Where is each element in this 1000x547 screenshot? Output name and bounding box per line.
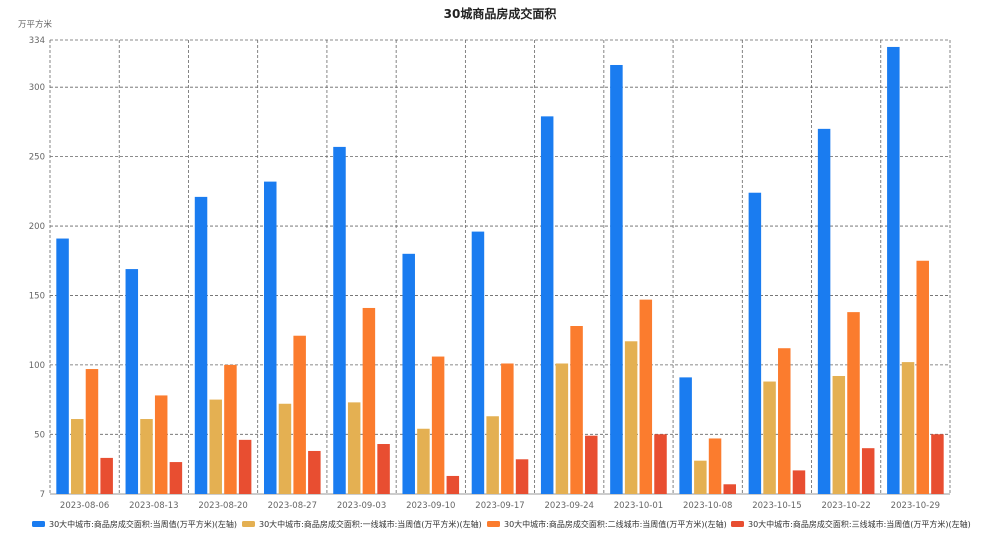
bar [431, 356, 445, 494]
x-tick-label: 2023-10-15 [752, 501, 801, 511]
bars [56, 46, 944, 495]
y-tick-label: 300 [29, 83, 45, 93]
x-tick-label: 2023-09-10 [406, 501, 455, 511]
bar [916, 260, 929, 494]
bar [778, 348, 791, 494]
y-tick-label: 100 [29, 361, 45, 371]
legend-swatch [731, 521, 744, 527]
bar [763, 381, 776, 494]
x-tick-label: 2023-10-01 [614, 501, 663, 511]
bar [931, 434, 944, 494]
bar [293, 335, 306, 494]
x-tick-label: 2023-08-27 [268, 501, 317, 511]
bar [694, 460, 707, 494]
x-tick-label: 2023-09-17 [475, 501, 524, 511]
y-tick-label: 7 [40, 490, 45, 500]
bar [194, 196, 208, 495]
bar [515, 459, 529, 494]
bar [570, 326, 583, 494]
bar [347, 402, 361, 494]
legend-label: 30大中城市:商品房成交面积:一线城市:当周值(万平方米)(左轴) [259, 519, 482, 529]
bar [610, 64, 623, 495]
y-axis-unit: 万平方米 [18, 19, 53, 30]
bar [56, 238, 69, 494]
bar [85, 369, 99, 494]
bar [264, 181, 277, 494]
y-tick-label: 50 [34, 430, 45, 440]
y-tick-label: 150 [29, 291, 45, 301]
bar [501, 363, 514, 494]
legend-swatch [242, 521, 255, 527]
bar [169, 462, 183, 494]
bar [125, 269, 139, 494]
bar [654, 434, 667, 494]
y-tick-label: 200 [29, 222, 45, 232]
bar [679, 377, 692, 494]
legend-label: 30大中城市:商品房成交面积:当周值(万平方米)(左轴) [49, 519, 237, 529]
bar [847, 312, 860, 494]
bar [209, 399, 222, 494]
x-tick-label: 2023-10-08 [683, 501, 732, 511]
x-tick-label: 2023-10-22 [821, 501, 870, 511]
bar [723, 484, 736, 494]
bar [308, 450, 321, 494]
y-tick-label: 250 [29, 153, 45, 163]
legend: 30大中城市:商品房成交面积:当周值(万平方米)(左轴) 30大中城市:商品房成交… [32, 519, 971, 529]
bar [362, 307, 376, 494]
grid [49, 39, 951, 495]
bar [748, 192, 762, 494]
x-axis-labels: 2023-08-06 2023-08-13 2023-08-20 2023-08-27… [60, 501, 940, 511]
bar [792, 470, 806, 494]
bar [71, 419, 84, 494]
bar [278, 403, 292, 494]
bar [471, 231, 485, 495]
bar [639, 299, 653, 494]
x-tick-label: 2023-08-20 [198, 501, 247, 511]
x-tick-label: 2023-08-06 [60, 501, 109, 511]
bar [624, 341, 638, 494]
chart-title: 30城商品房成交面积 [444, 6, 557, 21]
bar [100, 457, 113, 494]
bar [861, 448, 875, 494]
legend-swatch [32, 521, 45, 527]
bar [377, 444, 390, 494]
bar [486, 416, 499, 494]
bar [140, 419, 153, 494]
bar [224, 364, 237, 494]
bar [887, 46, 900, 494]
bar [154, 395, 168, 494]
bar [817, 128, 831, 494]
y-tick-label: 334 [29, 36, 45, 46]
bar [238, 439, 252, 494]
legend-swatch [487, 521, 500, 527]
bar [555, 363, 569, 494]
bar [832, 375, 846, 494]
bar [417, 428, 430, 494]
bar [333, 146, 346, 494]
y-axis-labels: 7 50 100 150 200 250 300 334 [29, 36, 45, 500]
bar [540, 116, 554, 495]
bar [402, 253, 415, 494]
x-tick-label: 2023-09-24 [545, 501, 594, 511]
bar [901, 362, 915, 494]
x-tick-label: 2023-10-29 [891, 501, 940, 511]
legend-label: 30大中城市:商品房成交面积:二线城市:当周值(万平方米)(左轴) [504, 519, 727, 529]
legend-label: 30大中城市:商品房成交面积:三线城市:当周值(万平方米)(左轴) [748, 519, 971, 529]
x-tick-label: 2023-08-13 [129, 501, 178, 511]
bar [446, 475, 460, 494]
bar [708, 438, 722, 494]
x-tick-label: 2023-09-03 [337, 501, 386, 511]
bar [585, 435, 598, 494]
